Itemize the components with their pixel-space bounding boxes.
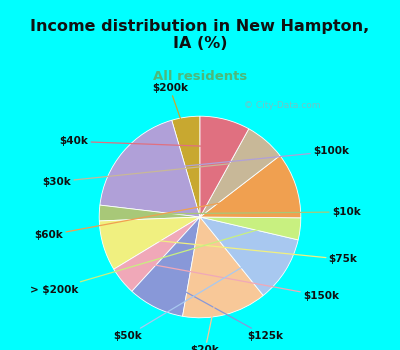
Wedge shape [182,217,263,318]
Wedge shape [200,217,301,240]
Text: $150k: $150k [144,263,339,301]
Text: > $200k: > $200k [30,225,272,295]
Wedge shape [200,156,301,218]
Text: $75k: $75k [130,238,358,264]
Text: $60k: $60k [34,194,269,240]
Text: $100k: $100k [145,147,349,170]
Wedge shape [200,116,249,217]
Text: Income distribution in New Hampton,
IA (%): Income distribution in New Hampton, IA (… [30,19,370,51]
Text: $30k: $30k [42,162,247,187]
Wedge shape [99,217,200,269]
Text: © City-Data.com: © City-Data.com [244,101,321,110]
Text: $125k: $125k [168,282,284,341]
Text: $20k: $20k [191,287,220,350]
Text: $10k: $10k [128,207,360,217]
Wedge shape [200,217,298,295]
Wedge shape [114,217,200,291]
Text: $40k: $40k [60,136,218,147]
Wedge shape [100,120,200,217]
Wedge shape [132,217,200,316]
Text: $200k: $200k [152,83,190,145]
Wedge shape [200,129,280,217]
Text: $50k: $50k [113,256,262,341]
Wedge shape [172,116,200,217]
Wedge shape [99,205,200,221]
Text: All residents: All residents [153,70,247,83]
